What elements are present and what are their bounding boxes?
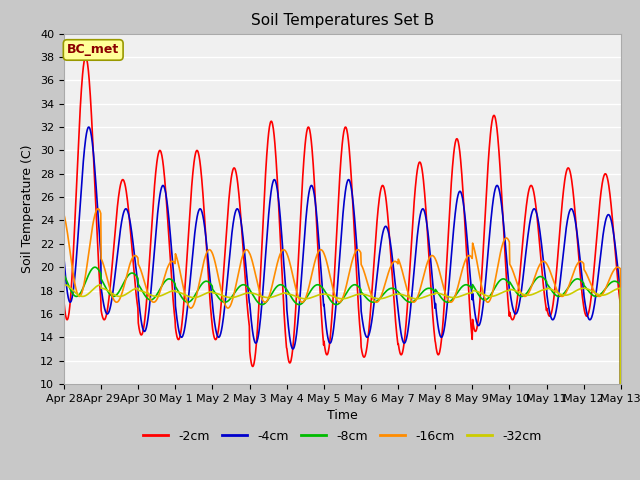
- -16cm: [502, 235, 509, 241]
- -16cm: [94, 206, 102, 212]
- Line: -4cm: -4cm: [64, 127, 621, 480]
- Legend: -2cm, -4cm, -8cm, -16cm, -32cm: -2cm, -4cm, -8cm, -16cm, -32cm: [138, 425, 547, 448]
- -2cm: [82, 54, 90, 60]
- Y-axis label: Soil Temperature (C): Soil Temperature (C): [22, 144, 35, 273]
- -2cm: [246, 355, 254, 361]
- -8cm: [551, 292, 559, 298]
- -8cm: [429, 287, 437, 293]
- -4cm: [551, 313, 559, 319]
- -8cm: [184, 300, 192, 305]
- -4cm: [85, 124, 93, 130]
- -2cm: [551, 285, 559, 290]
- -4cm: [246, 310, 254, 315]
- -32cm: [502, 288, 509, 294]
- Line: -8cm: -8cm: [64, 267, 621, 480]
- -16cm: [184, 302, 192, 308]
- X-axis label: Time: Time: [327, 409, 358, 422]
- -8cm: [171, 280, 179, 286]
- -32cm: [60, 282, 68, 288]
- -4cm: [502, 247, 509, 253]
- -16cm: [171, 260, 179, 266]
- -16cm: [246, 252, 254, 258]
- -2cm: [429, 317, 437, 323]
- -32cm: [429, 291, 436, 297]
- -32cm: [551, 288, 559, 294]
- -8cm: [60, 272, 68, 277]
- -2cm: [502, 267, 509, 273]
- -32cm: [170, 288, 178, 293]
- Title: Soil Temperatures Set B: Soil Temperatures Set B: [251, 13, 434, 28]
- -16cm: [551, 283, 559, 288]
- -8cm: [246, 288, 254, 294]
- -8cm: [91, 264, 99, 270]
- Text: BC_met: BC_met: [67, 44, 119, 57]
- -32cm: [184, 293, 191, 299]
- -4cm: [184, 298, 192, 303]
- -2cm: [60, 299, 68, 305]
- -4cm: [60, 255, 68, 261]
- -4cm: [171, 284, 179, 290]
- -4cm: [429, 285, 437, 290]
- -32cm: [246, 290, 254, 296]
- Line: -32cm: -32cm: [64, 285, 621, 480]
- -2cm: [184, 235, 192, 240]
- -16cm: [60, 212, 68, 217]
- Line: -2cm: -2cm: [64, 57, 621, 480]
- Line: -16cm: -16cm: [64, 209, 621, 480]
- -16cm: [429, 253, 437, 259]
- -2cm: [171, 314, 179, 320]
- -8cm: [502, 277, 509, 283]
